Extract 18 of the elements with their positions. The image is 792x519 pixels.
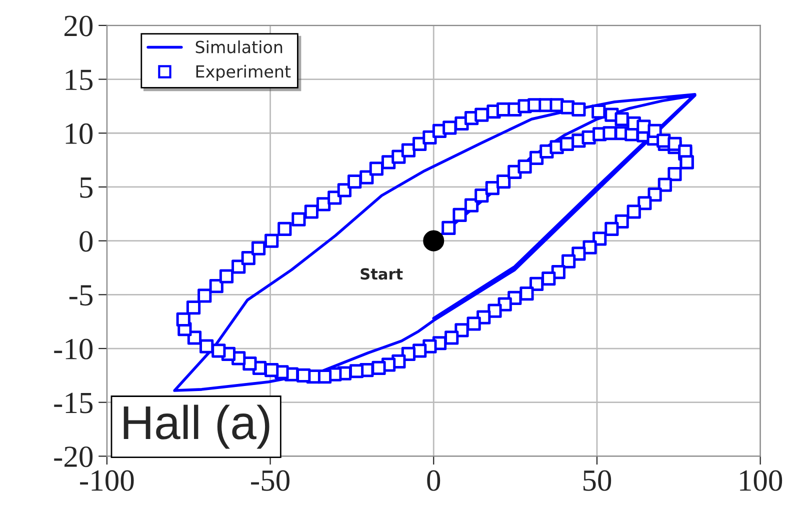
- x-tick-label: -100: [80, 470, 134, 491]
- y-tick-label: 15: [66, 70, 93, 90]
- y-tick-label: 0: [80, 231, 93, 252]
- legend-label: Experiment: [196, 64, 291, 82]
- x-tick-label: 50: [583, 470, 612, 491]
- legend-label: Simulation: [196, 40, 282, 54]
- y-tick-label: -20: [54, 446, 93, 468]
- y-tick-label: 20: [64, 16, 93, 36]
- y-tick-label: -15: [54, 392, 93, 414]
- x-tick-label: 100: [740, 470, 782, 491]
- annotation: Hall (a): [124, 404, 270, 449]
- y-tick-label: 5: [80, 178, 93, 198]
- y-tick-label: -5: [69, 285, 93, 306]
- y-tick-label: -10: [54, 338, 93, 360]
- x-tick-label: 0: [427, 470, 440, 491]
- annotation: Start: [360, 268, 403, 280]
- y-tick-label: 10: [66, 123, 93, 144]
- x-tick-label: -50: [251, 470, 290, 491]
